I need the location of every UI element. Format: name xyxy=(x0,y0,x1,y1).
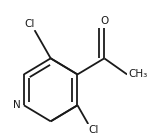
Text: O: O xyxy=(100,16,108,26)
Text: Cl: Cl xyxy=(88,125,99,135)
Text: N: N xyxy=(14,100,21,110)
Text: CH₃: CH₃ xyxy=(128,69,148,79)
Text: Cl: Cl xyxy=(24,19,34,29)
